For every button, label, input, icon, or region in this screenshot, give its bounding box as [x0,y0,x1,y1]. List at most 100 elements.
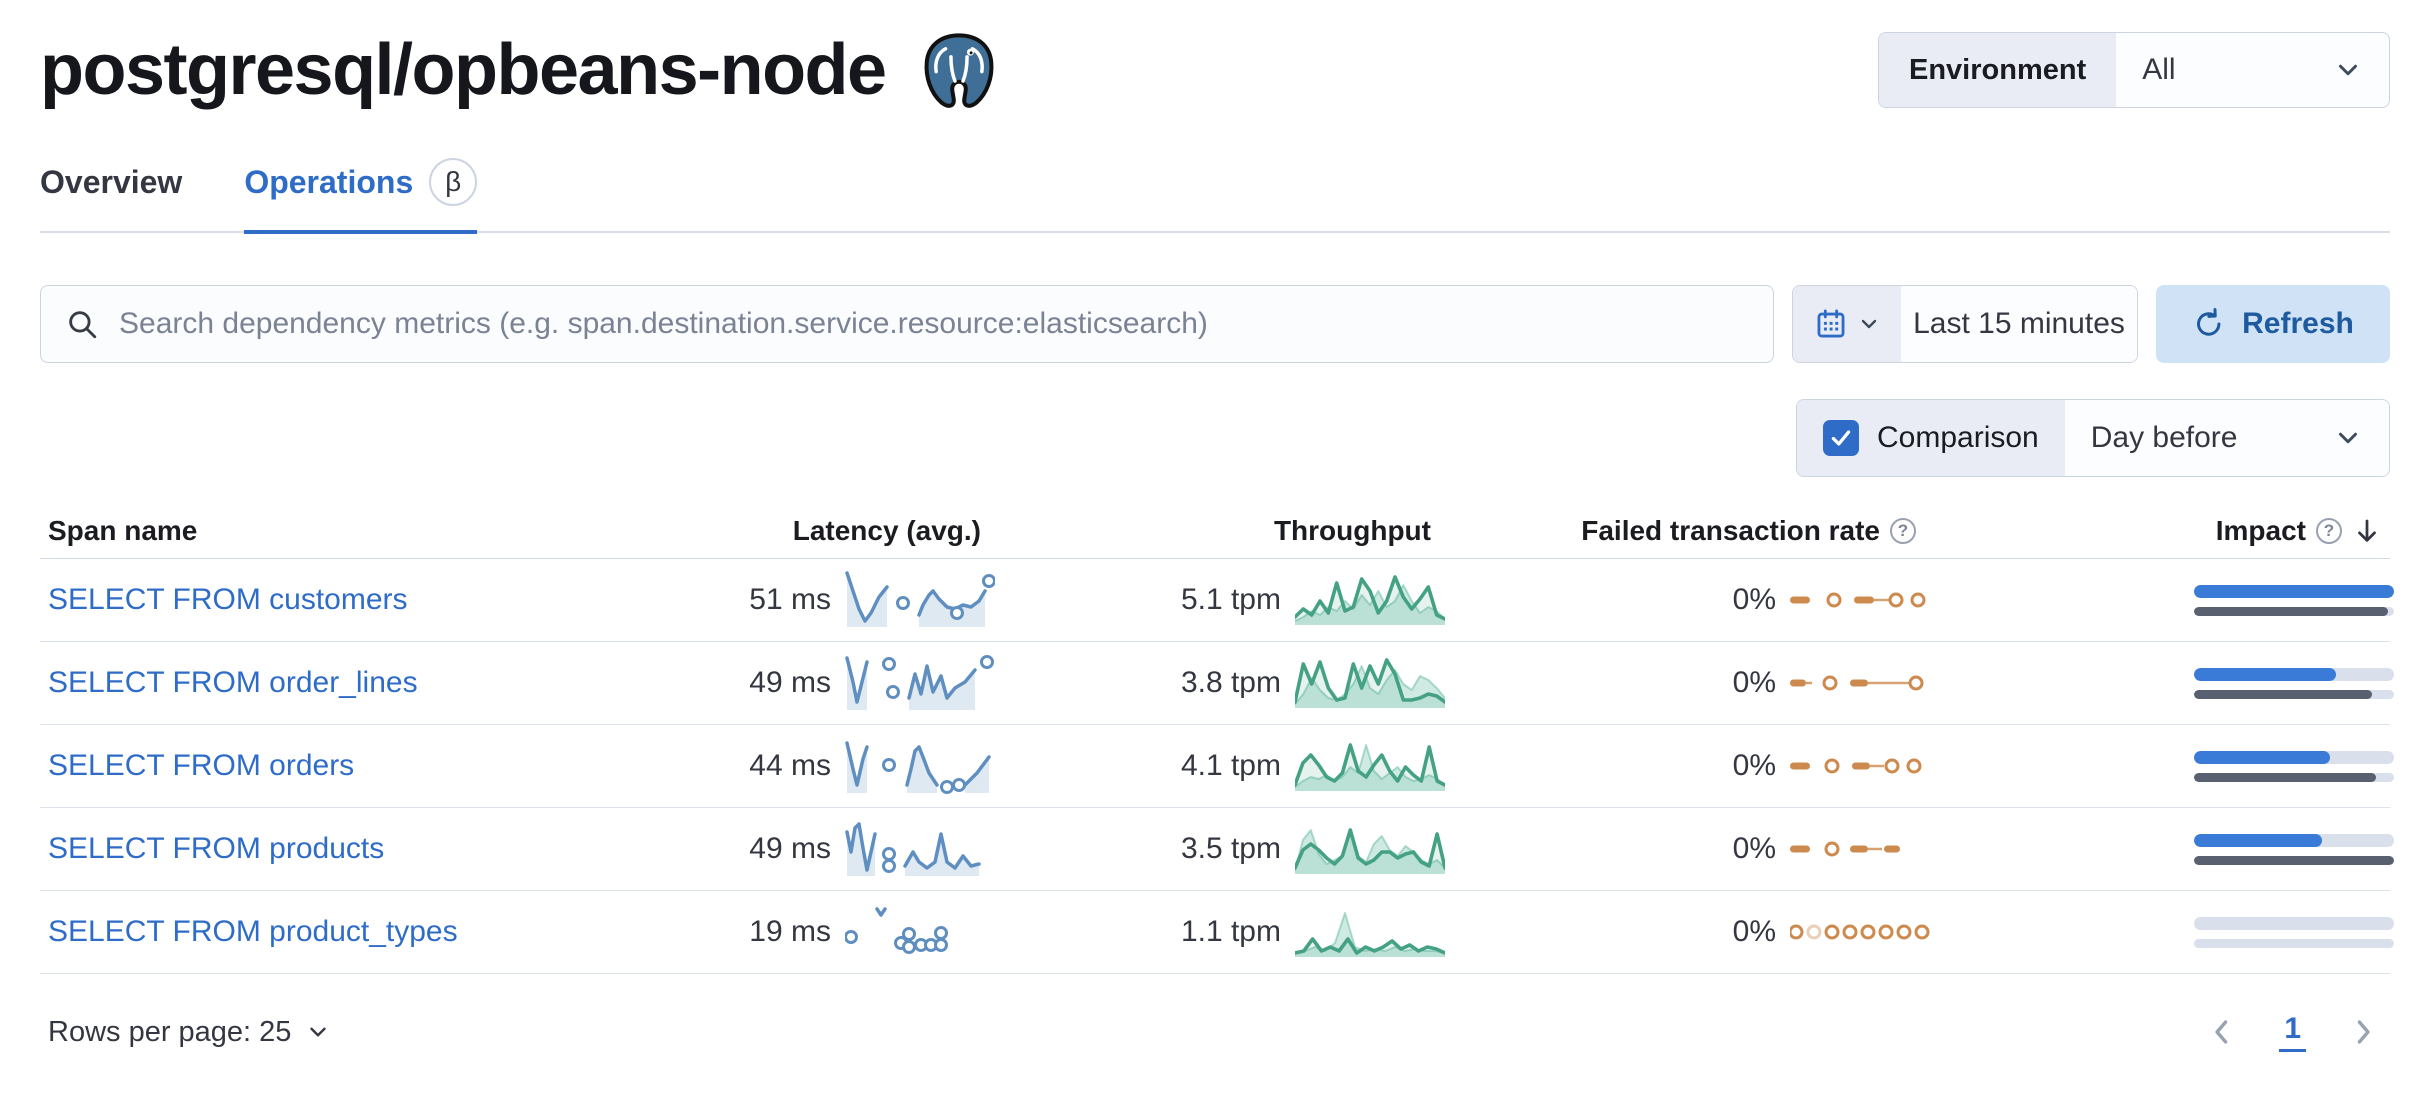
next-page-button[interactable] [2346,1015,2380,1049]
col-impact[interactable]: Impact ? [1930,515,2406,547]
failed-rate-value: 0% [1732,915,1776,948]
tab-operations[interactable]: Operations β [244,158,478,234]
failed-rate-cell: 0% [1445,746,1930,786]
environment-value[interactable]: All [2116,33,2389,107]
page-title: postgresql/opbeans-node [40,30,887,110]
throughput-value: 4.1 tpm [1180,749,1281,782]
throughput-sparkline [1295,743,1445,791]
tab-overview[interactable]: Overview [40,158,182,234]
impact-bar-current-track [2194,750,2394,764]
latency-sparkline [845,741,991,794]
operations-table: Span name Latency (avg.) Throughput Fail… [40,503,2394,974]
table-footer: Rows per page: 25 1 [40,996,2390,1068]
refresh-button[interactable]: Refresh [2156,285,2390,363]
throughput-sparkline [1295,575,1445,625]
throughput-cell: 5.1 tpm [995,569,1445,631]
failed-rate-sparkline [1790,675,1924,691]
comparison-selected: Day before [2090,421,2238,454]
tab-bar: Overview Operations β [40,158,2390,234]
comparison-checkbox-group[interactable]: Comparison [1797,400,2065,476]
search-input[interactable] [117,306,1749,342]
failed-rate-value: 0% [1732,832,1776,865]
span-name-link[interactable]: SELECT FROM products [48,832,385,865]
table-row: SELECT FROM customers 51 ms 5.1 tpm 0% [40,559,2394,642]
throughput-value: 3.8 tpm [1180,666,1281,699]
previous-page-button[interactable] [2205,1015,2239,1049]
chevron-down-icon [2339,432,2357,444]
col-impact-label: Impact [2215,514,2306,546]
date-picker[interactable]: Last 15 minutes [1792,285,2138,363]
search-box[interactable] [40,285,1774,363]
time-range-value[interactable]: Last 15 minutes [1901,286,2137,362]
failed-rate-sparkline [1790,924,1930,940]
table-row: SELECT FROM product_types 19 ms 1.1 tpm … [40,891,2394,974]
impact-bar-previous [2194,855,2394,865]
impact-bar-current [2194,667,2336,681]
span-name-link[interactable]: SELECT FROM order_lines [48,666,418,699]
latency-value: 51 ms [749,583,831,616]
latency-cell: 44 ms [565,735,995,797]
col-latency[interactable]: Latency (avg.) [565,515,995,547]
failed-rate-sparkline [1790,592,1926,608]
search-icon [69,311,97,339]
impact-bar-previous-track [2194,606,2394,616]
failed-rate-sparkline [1790,758,1922,774]
check-icon [1831,430,1851,446]
calendar-icon [1817,309,1844,338]
col-throughput-label: Throughput [1273,514,1431,546]
latency-sparkline [845,907,948,954]
span-name-cell: SELECT FROM customers [40,583,565,617]
impact-bar-previous [2194,689,2372,699]
span-name-link[interactable]: SELECT FROM orders [48,749,355,782]
failed-rate-cell: 0% [1445,829,1930,869]
latency-sparkline [845,655,994,710]
impact-bar-current-track [2194,833,2394,847]
chevron-down-icon [1861,319,1876,329]
col-throughput[interactable]: Throughput [995,515,1445,547]
dependency-detail-page: postgresql/opbeans-node Environment All [40,0,2394,1068]
throughput-cell: 3.8 tpm [995,652,1445,714]
impact-bar-previous-track [2194,855,2394,865]
throughput-cell: 1.1 tpm [995,901,1445,963]
latency-value: 44 ms [749,749,831,782]
latency-cell: 49 ms [565,652,995,714]
comparison-control: Comparison Day before [1796,399,2390,477]
failed-rate-cell: 0% [1445,580,1930,620]
comparison-checkbox[interactable] [1823,420,1859,456]
throughput-sparkline [1295,828,1445,874]
throughput-sparkline [1295,658,1445,708]
impact-bar-current [2194,833,2322,847]
impact-cell [1930,833,2406,865]
rows-per-page-label: Rows per page: 25 [48,1015,292,1048]
postgresql-icon [924,33,994,108]
rows-per-page[interactable]: Rows per page: 25 [40,1016,331,1049]
span-name-cell: SELECT FROM product_types [40,915,565,949]
pagination: 1 [2205,1012,2390,1052]
environment-select[interactable]: Environment All [1878,32,2390,108]
impact-bar-previous [2194,606,2388,616]
span-name-link[interactable]: SELECT FROM product_types [48,915,458,948]
impact-bar-current-track [2194,916,2394,930]
latency-cell: 19 ms [565,901,995,963]
comparison-select[interactable]: Day before [2064,400,2389,476]
table-row: SELECT FROM order_lines 49 ms 3.8 tpm 0% [40,642,2394,725]
throughput-value: 3.5 tpm [1180,832,1281,865]
col-failed-rate[interactable]: Failed transaction rate ? [1445,515,1930,547]
failed-rate-cell: 0% [1445,663,1930,703]
impact-cell [1930,750,2406,782]
col-latency-label: Latency (avg.) [792,514,981,546]
page-header: postgresql/opbeans-node Environment All [40,0,2390,116]
latency-sparkline [845,571,995,627]
throughput-sparkline [1295,912,1445,957]
col-span-name: Span name [48,514,198,546]
span-name-cell: SELECT FROM order_lines [40,666,565,700]
span-name-link[interactable]: SELECT FROM customers [48,583,408,616]
title-wrap: postgresql/opbeans-node [40,24,1002,116]
date-quick-select[interactable] [1793,286,1901,362]
impact-cell [1930,916,2406,948]
latency-value: 19 ms [749,915,831,948]
page-number[interactable]: 1 [2279,1012,2306,1052]
beta-badge: β [429,158,478,206]
help-icon: ? [1890,517,1916,544]
environment-selected: All [2142,53,2176,86]
